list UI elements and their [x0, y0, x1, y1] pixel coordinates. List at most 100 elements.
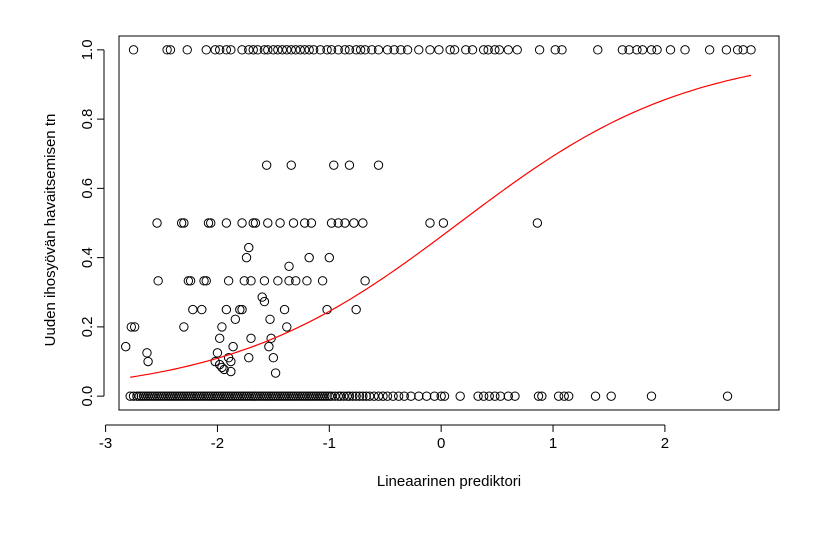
- data-point: [342, 391, 352, 401]
- data-point: [369, 391, 379, 401]
- data-point: [228, 341, 238, 352]
- data-point: [212, 391, 223, 401]
- data-point: [299, 45, 310, 55]
- data-point: [273, 45, 283, 55]
- data-point: [295, 45, 305, 55]
- data-point: [532, 218, 543, 228]
- data-point: [201, 276, 211, 286]
- data-point: [206, 391, 216, 401]
- data-point: [194, 391, 205, 401]
- data-point: [172, 391, 182, 401]
- data-point: [490, 45, 500, 55]
- data-point: [490, 391, 500, 401]
- data-point: [244, 242, 254, 253]
- data-point: [128, 391, 139, 401]
- data-point: [266, 391, 276, 401]
- data-point: [550, 45, 560, 55]
- data-point: [510, 391, 520, 401]
- data-point: [439, 391, 450, 401]
- data-point: [228, 391, 238, 401]
- data-point: [606, 391, 616, 401]
- data-point: [467, 45, 478, 55]
- data-point: [306, 218, 317, 228]
- data-point: [257, 391, 267, 401]
- data-point: [291, 45, 301, 55]
- data-point: [237, 45, 247, 55]
- points-layer: [121, 45, 756, 401]
- data-point: [494, 45, 505, 55]
- data-point: [255, 391, 265, 401]
- data-point: [241, 391, 252, 401]
- data-point: [293, 391, 303, 401]
- data-point: [217, 362, 227, 373]
- data-point: [646, 391, 657, 401]
- data-point: [563, 391, 574, 401]
- data-point: [382, 391, 393, 401]
- data-point: [268, 391, 279, 401]
- data-point: [286, 160, 296, 170]
- data-point: [632, 45, 642, 55]
- data-point: [351, 45, 361, 55]
- data-point: [284, 261, 294, 271]
- y-axis-title: Uuden ihosyövän havaitsemisen tn: [42, 114, 59, 347]
- data-point: [248, 391, 258, 401]
- data-point: [183, 276, 194, 286]
- data-point: [270, 368, 281, 378]
- data-point: [339, 391, 349, 401]
- data-point: [358, 218, 368, 228]
- data-point: [402, 45, 413, 55]
- fitted-curve: [130, 74, 752, 378]
- data-point: [291, 391, 301, 401]
- data-point: [270, 391, 281, 401]
- data-point: [185, 391, 196, 401]
- data-point: [291, 276, 301, 286]
- data-point: [288, 391, 299, 401]
- data-point: [373, 391, 384, 401]
- data-point: [206, 218, 216, 228]
- data-point: [646, 45, 657, 55]
- data-point: [396, 45, 406, 55]
- data-point: [533, 391, 544, 401]
- data-point: [174, 391, 185, 401]
- data-point: [263, 45, 273, 55]
- data-point: [449, 45, 460, 55]
- data-point: [246, 333, 256, 344]
- data-point: [322, 391, 332, 401]
- data-point: [326, 391, 337, 401]
- data-point: [406, 391, 416, 401]
- data-point: [473, 391, 483, 401]
- data-point: [349, 218, 359, 228]
- data-point: [214, 45, 225, 55]
- data-point: [268, 353, 279, 363]
- data-point: [165, 45, 176, 55]
- data-point: [355, 45, 366, 55]
- data-point: [246, 391, 256, 401]
- data-point: [344, 45, 355, 55]
- data-point: [302, 276, 312, 286]
- data-point: [429, 391, 440, 401]
- data-point: [264, 391, 274, 401]
- data-point: [132, 391, 142, 401]
- x-tick-label: 1: [549, 435, 557, 452]
- data-point: [201, 391, 211, 401]
- y-tick-label: 0.0: [79, 386, 96, 407]
- data-point: [226, 366, 236, 377]
- data-point: [344, 160, 355, 170]
- data-point: [324, 252, 335, 263]
- data-point: [414, 45, 424, 55]
- data-point: [244, 45, 254, 55]
- data-point: [226, 356, 236, 367]
- data-point: [219, 391, 229, 401]
- data-point: [210, 391, 220, 401]
- data-point: [425, 45, 435, 55]
- data-point: [340, 45, 350, 55]
- data-point: [282, 322, 292, 332]
- data-point: [188, 391, 198, 401]
- data-point: [181, 391, 191, 401]
- data-point: [329, 160, 339, 170]
- data-point: [183, 391, 194, 401]
- data-point: [311, 391, 321, 401]
- data-point: [344, 391, 355, 401]
- data-point: [179, 218, 189, 228]
